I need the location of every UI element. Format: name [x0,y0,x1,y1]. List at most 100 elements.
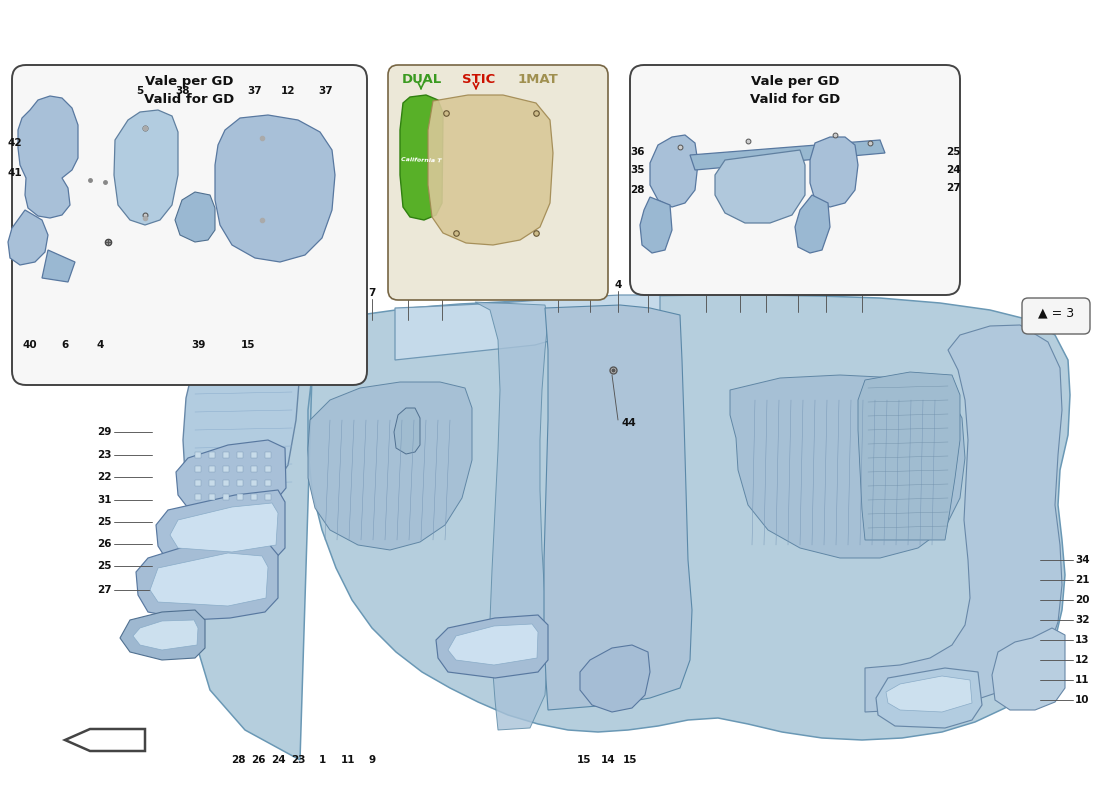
Polygon shape [175,192,214,242]
Text: Vale per GD: Vale per GD [145,75,233,88]
Text: 4: 4 [614,280,622,290]
Polygon shape [650,135,699,207]
Text: 7: 7 [368,288,376,298]
Polygon shape [858,372,960,540]
Text: 23: 23 [98,450,112,460]
Text: 4: 4 [97,340,103,350]
Text: 21: 21 [434,288,449,298]
Polygon shape [544,305,692,710]
Text: 24: 24 [271,755,285,765]
Text: ▲: ▲ [674,280,682,290]
Text: 9: 9 [368,755,375,765]
Polygon shape [436,615,548,678]
Text: 6: 6 [62,340,68,350]
Text: 42: 42 [8,138,22,148]
Text: since 1985: since 1985 [390,405,710,455]
Text: 20: 20 [400,288,416,298]
Text: 10: 10 [1075,695,1089,705]
Polygon shape [475,302,548,730]
Text: 44: 44 [621,418,637,428]
Text: 1MAT: 1MAT [518,73,559,86]
Polygon shape [400,95,443,220]
Polygon shape [42,250,75,282]
Text: 40: 40 [23,340,37,350]
Polygon shape [183,310,303,510]
Text: 22: 22 [98,472,112,482]
Text: 43: 43 [551,280,565,290]
FancyBboxPatch shape [630,65,960,295]
Polygon shape [448,624,538,665]
Text: 26: 26 [251,755,265,765]
Polygon shape [395,295,660,360]
Polygon shape [176,440,286,512]
Polygon shape [810,137,858,207]
Polygon shape [715,150,805,223]
Text: 25: 25 [98,517,112,527]
Text: 25: 25 [98,561,112,571]
Polygon shape [992,628,1065,710]
Text: 6: 6 [586,280,594,290]
Text: 8: 8 [703,280,710,290]
Text: Vale per GD: Vale per GD [750,75,839,88]
Text: 28: 28 [231,755,245,765]
Text: ▲ = 3: ▲ = 3 [1038,306,1074,319]
Polygon shape [150,553,268,606]
Polygon shape [214,115,336,262]
Text: 1: 1 [318,755,326,765]
Text: ▲: ▲ [526,280,534,290]
Text: 27: 27 [946,183,960,193]
Polygon shape [876,668,982,728]
Text: 39: 39 [190,340,206,350]
Polygon shape [170,503,278,552]
Text: 41: 41 [8,168,22,178]
Text: DUAL: DUAL [402,73,442,86]
Text: 17: 17 [818,280,834,290]
Polygon shape [886,676,972,712]
Text: 16: 16 [791,280,805,290]
Polygon shape [394,408,420,454]
Text: 12: 12 [1075,655,1089,665]
Text: 20: 20 [1075,595,1089,605]
Text: 28: 28 [630,185,645,195]
Polygon shape [795,195,830,253]
Text: 31: 31 [98,495,112,505]
Text: 15: 15 [576,755,592,765]
Polygon shape [640,197,672,253]
Text: 5: 5 [136,86,144,96]
Text: 14: 14 [601,755,615,765]
Text: 18: 18 [733,280,747,290]
Text: 13: 13 [1075,635,1089,645]
Text: California T: California T [400,157,441,163]
Text: 26: 26 [98,539,112,549]
Polygon shape [580,645,650,712]
Text: 27: 27 [98,585,112,595]
Polygon shape [308,382,472,550]
Text: 21: 21 [1075,575,1089,585]
Polygon shape [120,610,205,660]
Text: 15: 15 [241,340,255,350]
Text: 11: 11 [1075,675,1089,685]
Polygon shape [136,540,278,620]
Text: 12: 12 [280,86,295,96]
Text: secondpartssince1985.com: secondpartssince1985.com [376,484,624,536]
Text: Valid for GD: Valid for GD [750,93,840,106]
FancyBboxPatch shape [1022,298,1090,334]
Text: STIC: STIC [462,73,495,86]
Text: 19: 19 [759,280,773,290]
Text: 33: 33 [328,288,342,298]
Polygon shape [195,295,1070,760]
Polygon shape [865,325,1062,712]
Text: 23: 23 [290,755,306,765]
Polygon shape [690,140,886,170]
Text: 25: 25 [946,147,960,157]
Text: 36: 36 [630,147,645,157]
Text: 37: 37 [319,86,333,96]
FancyBboxPatch shape [388,65,608,300]
Text: 34: 34 [1075,555,1090,565]
Text: 30: 30 [299,288,314,298]
Text: Valid for GD: Valid for GD [144,93,234,106]
Polygon shape [156,490,285,568]
Polygon shape [133,620,198,650]
Polygon shape [8,210,48,265]
Polygon shape [114,110,178,225]
